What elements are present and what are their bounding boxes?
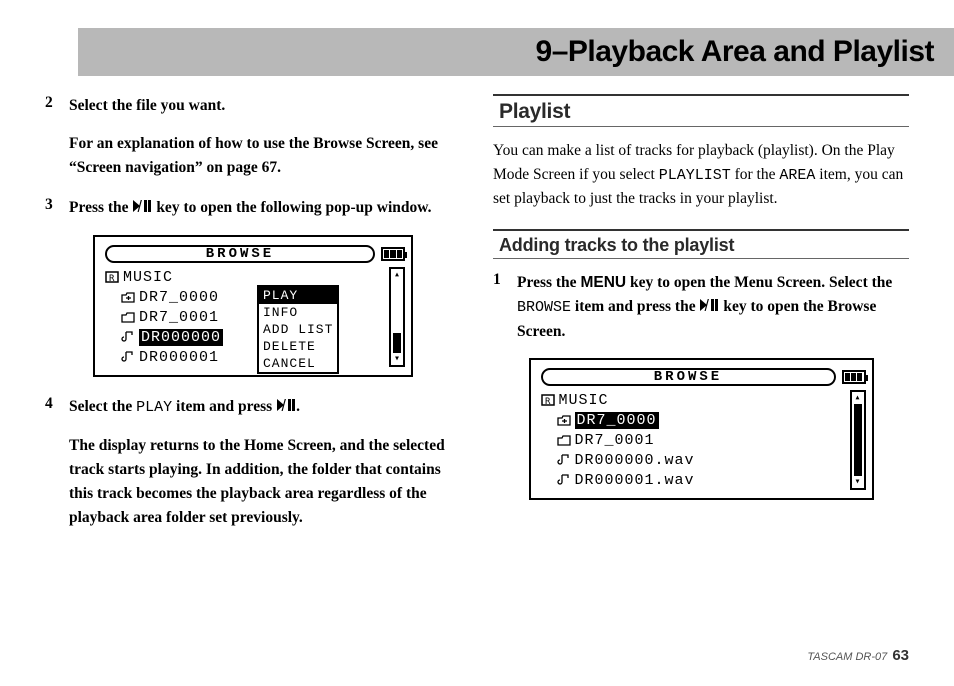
chapter-title: 9–Playback Area and Playlist — [536, 35, 934, 69]
scroll-down-icon: ▾ — [854, 476, 860, 488]
lcd-popup-menu: PLAY INFO ADD LIST DELETE CANCEL — [257, 285, 339, 374]
scroll-down-icon: ▾ — [394, 353, 400, 365]
lcd-root-row: R MUSIC — [541, 390, 844, 410]
popup-item: CANCEL — [259, 355, 337, 372]
note-icon — [557, 454, 571, 466]
lcd-title: BROWSE — [541, 368, 836, 386]
play-pause-icon — [699, 296, 719, 320]
note-icon — [557, 474, 571, 486]
page-footer: TASCAM DR-07 63 — [807, 647, 909, 664]
footer-brand: TASCAM DR-07 — [807, 651, 890, 663]
step-text: Press the key to open the following pop-… — [69, 196, 461, 221]
lcd-row: DR000001.wav — [541, 470, 844, 490]
step-text: Press the MENU key to open the Menu Scre… — [517, 271, 909, 344]
step-4: 4 Select the PLAY item and press . — [45, 395, 461, 420]
folder-plus-icon — [557, 414, 571, 426]
scroll-up-icon: ▴ — [394, 269, 400, 281]
step-2: 2 Select the file you want. — [45, 94, 461, 118]
battery-icon — [381, 247, 405, 261]
step-4-sub: The display returns to the Home Screen, … — [69, 434, 461, 530]
note-icon — [121, 351, 135, 363]
step-text: Select the file you want. — [69, 94, 461, 118]
folder-icon — [121, 311, 135, 323]
step-2-sub: For an explanation of how to use the Bro… — [69, 132, 461, 180]
section-playlist-title: Playlist — [499, 100, 909, 124]
lcd-row: DR7_0001 — [541, 430, 844, 450]
lcd-row-selected: DR000000 — [105, 327, 383, 347]
step-text: Select the PLAY item and press . — [69, 395, 461, 420]
lcd-title: BROWSE — [105, 245, 375, 263]
lcd-row: DR7_0001 — [105, 307, 383, 327]
battery-icon — [842, 370, 866, 384]
lcd-scrollbar: ▴ ▾ — [850, 390, 866, 490]
folder-plus-icon — [121, 291, 135, 303]
right-column: Playlist You can make a list of tracks f… — [493, 94, 909, 546]
playlist-paragraph: You can make a list of tracks for playba… — [493, 139, 909, 211]
left-column: 2 Select the file you want. For an expla… — [45, 94, 461, 546]
root-icon: R — [105, 271, 119, 283]
step-number: 1 — [493, 271, 517, 344]
popup-item: ADD LIST — [259, 321, 337, 338]
play-pause-icon — [132, 197, 152, 221]
popup-item: PLAY — [259, 287, 337, 304]
note-icon — [121, 331, 135, 343]
lcd-scrollbar: ▴ ▾ — [389, 267, 405, 367]
lcd-root-row: R MUSIC — [105, 267, 383, 287]
chapter-header: 9–Playback Area and Playlist — [78, 28, 954, 76]
lcd-browse-popup: BROWSE R MUSIC DR7_0000 DR7_0001 DR00000… — [93, 235, 413, 377]
lcd-browse: BROWSE R MUSIC DR7_0000 DR7_0001 DR00000… — [529, 358, 874, 500]
step-number: 4 — [45, 395, 69, 420]
step-1: 1 Press the MENU key to open the Menu Sc… — [493, 271, 909, 344]
page-number: 63 — [892, 647, 909, 664]
svg-text:R: R — [109, 274, 115, 283]
popup-item: INFO — [259, 304, 337, 321]
folder-icon — [557, 434, 571, 446]
step-3: 3 Press the key to open the following po… — [45, 196, 461, 221]
section-adding-title: Adding tracks to the playlist — [499, 235, 909, 256]
lcd-row: DR000000.wav — [541, 450, 844, 470]
step-number: 3 — [45, 196, 69, 221]
play-pause-icon — [276, 396, 296, 420]
popup-item: DELETE — [259, 338, 337, 355]
svg-text:R: R — [545, 397, 551, 406]
scroll-up-icon: ▴ — [854, 392, 860, 404]
step-number: 2 — [45, 94, 69, 118]
lcd-row-selected: DR7_0000 — [541, 410, 844, 430]
lcd-row: DR000001 — [105, 347, 383, 367]
root-icon: R — [541, 394, 555, 406]
lcd-row: DR7_0000 — [105, 287, 383, 307]
